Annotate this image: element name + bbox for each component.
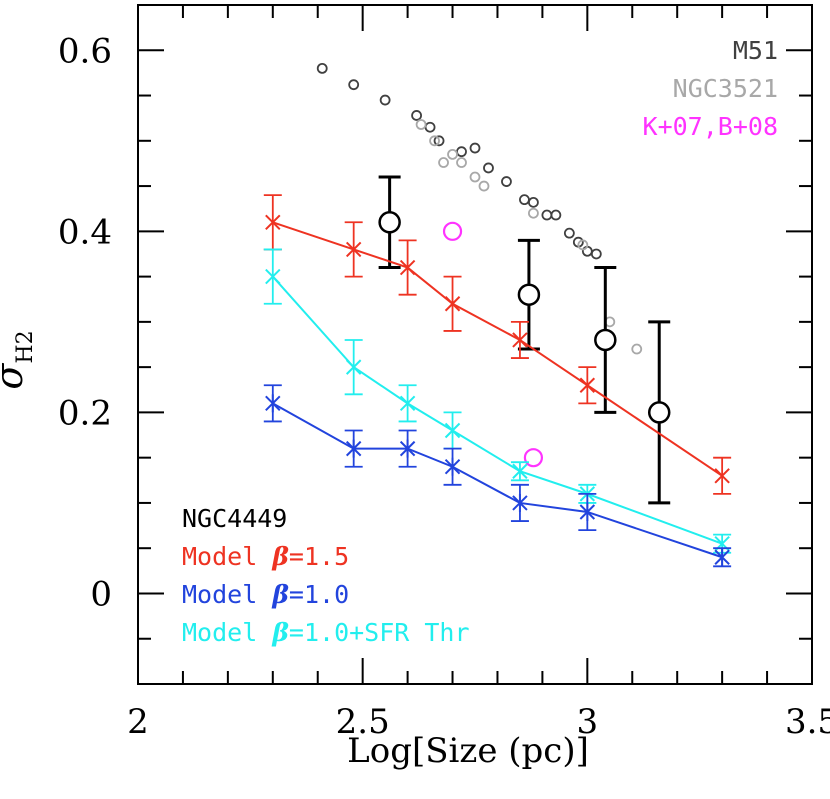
legend-entry: K+07,B+08 [643,112,778,141]
legend-entry: NGC3521 [673,74,778,103]
y-axis-symbol: σ [0,363,31,390]
series-line [272,221,723,477]
data-point [399,259,416,276]
data-point [447,148,458,160]
data-point [345,241,362,258]
plot-frame [137,4,813,685]
data-point [590,248,602,260]
legend-text-part: β [271,580,289,609]
series-model-1-0 [263,384,732,568]
legend-top: M51 NGC3521 K+07,B+08 [643,36,778,141]
data-point [411,110,422,121]
series-ngc3521 [415,119,643,355]
data-point [429,135,440,147]
data-point [528,207,539,219]
y-tick-label: 0.2 [58,393,112,433]
data-point [563,227,575,239]
data-point [517,283,541,306]
data-point [577,239,589,251]
y-tick-label: 0 [90,574,112,614]
data-point [483,162,494,174]
data-point [512,332,528,348]
data-point [265,268,281,285]
data-point [438,157,449,168]
legend-entry: Model β=1.5 [182,542,349,571]
svg-text:σH2: σH2 [0,330,38,389]
data-point [433,135,445,147]
data-point [478,180,490,192]
legend-entry: Model β=1.0+SFR Thr [182,618,470,647]
data-point [456,157,467,168]
series-ngc4449 [378,175,671,505]
data-point [469,171,481,183]
data-point [378,211,401,234]
data-point [265,214,281,230]
data-point [631,343,643,355]
legend-text-part: Model [182,618,272,647]
data-point [594,328,617,352]
data-point [519,194,530,206]
data-point [444,296,461,312]
data-point [541,209,553,221]
data-point [714,468,730,484]
data-point [581,245,593,257]
data-point [424,121,436,133]
data-point [647,401,671,424]
legend-text-part: Model [182,580,272,609]
series-model-1-0-sfr-thr [263,248,732,554]
data-point [579,377,596,393]
plot-area [263,62,732,568]
series-k-07-b-08 [442,221,544,468]
data-point [442,221,463,241]
x-axis-title: Log[Size (pc)] [347,731,589,771]
series-model-1-5 [263,194,732,495]
series-line [272,402,723,559]
data-point [348,79,360,91]
data-point [379,94,391,106]
y-tick-label: 0.6 [58,31,112,71]
data-point [456,146,467,158]
data-point [523,448,544,468]
x-tick-label: 3.5 [785,702,830,742]
legend-text-part: β [271,618,289,647]
legend-entry: Model β=1.0 [182,580,349,609]
legend-text-part: =1.5 [289,542,349,571]
axes: 2 2.5 3 3.5 0 0.2 0.4 0.6 [58,4,830,742]
series-m51 [316,62,602,260]
data-point [316,62,328,74]
legend-entry: M51 [733,36,778,65]
legend-text-part: β [271,542,289,571]
legend-text-part: =1.0 [289,580,349,609]
y-axis-subscript: H2 [13,330,38,363]
data-point [345,359,362,375]
data-point [469,142,481,154]
legend-text-part: =1.0+SFR Thr [289,618,470,647]
legend-text-part: Model [182,542,272,571]
data-point [501,176,512,187]
data-point [399,395,416,412]
data-point [512,463,528,479]
legend-entry: NGC4449 [182,504,287,533]
data-point [415,119,427,130]
data-point [444,422,461,439]
legend-text-part: NGC4449 [182,504,287,533]
data-point [528,196,539,208]
x-tick-label: 2 [127,702,149,742]
y-tick-label: 0.4 [58,212,112,252]
data-point [550,209,562,221]
x-tick-label: 3 [577,702,599,742]
x-tick-label: 2.5 [336,702,390,742]
y-axis-title: σH2 [0,330,38,389]
